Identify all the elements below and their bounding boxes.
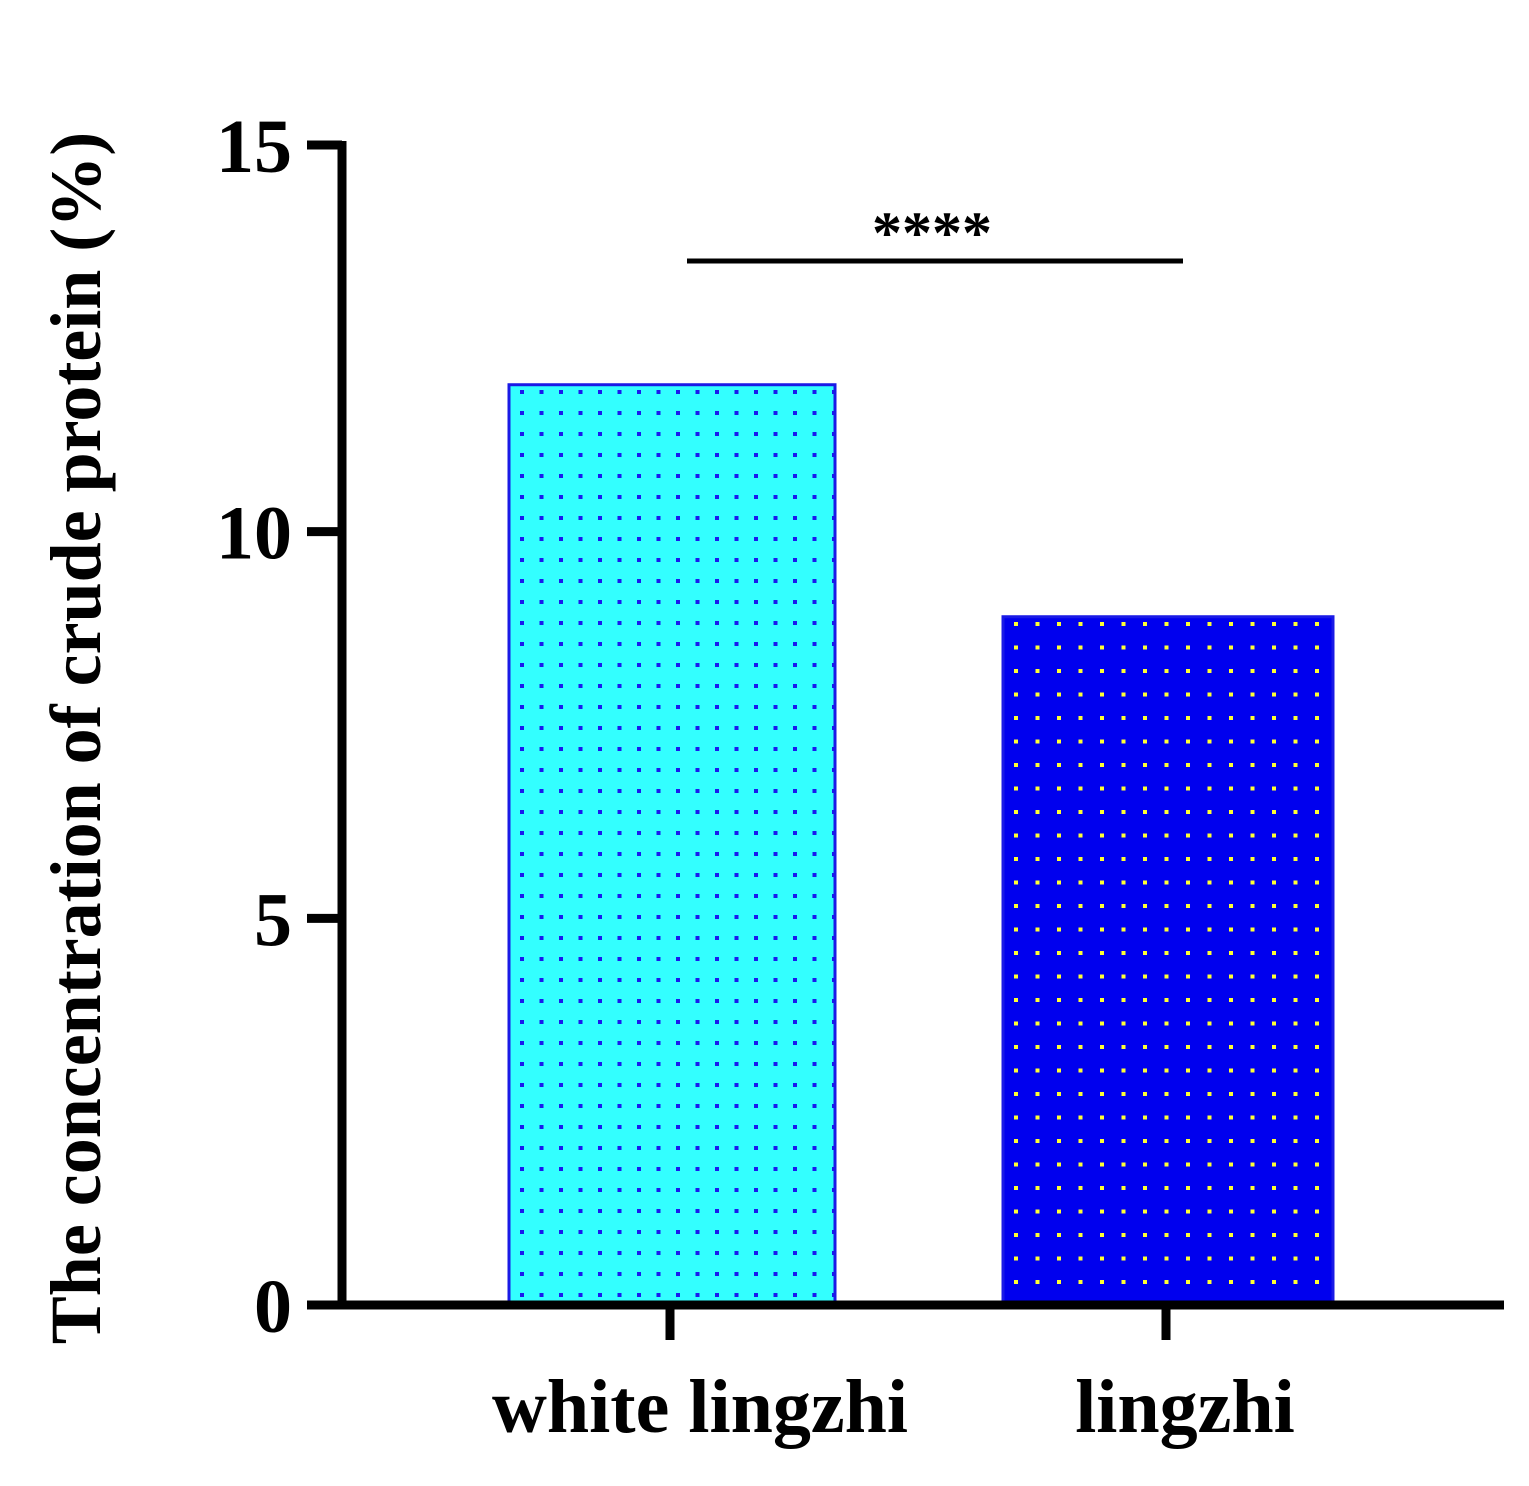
y-axis-label: The concentration of crude protein (%) [36,132,116,1345]
x-ticks-group: white lingzhi lingzhi [492,1305,1295,1449]
bar-white-lingzhi [507,383,837,1307]
bars-group [507,383,1335,1307]
bar-lingzhi [1001,615,1335,1307]
significance-label: **** [872,200,992,266]
x-tick-label-lingzhi: lingzhi [1075,1365,1295,1449]
y-tick-label-10: 10 [216,492,292,576]
x-tick-label-white-lingzhi: white lingzhi [492,1365,908,1449]
y-ticks-group: 0 5 10 15 [216,105,342,1349]
y-tick-label-15: 15 [216,105,292,189]
y-tick-label-5: 5 [254,878,292,962]
y-tick-label-0: 0 [254,1265,292,1349]
